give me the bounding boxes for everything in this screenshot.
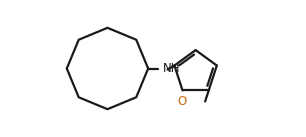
Text: O: O [177, 95, 186, 108]
Text: NH: NH [163, 62, 180, 75]
